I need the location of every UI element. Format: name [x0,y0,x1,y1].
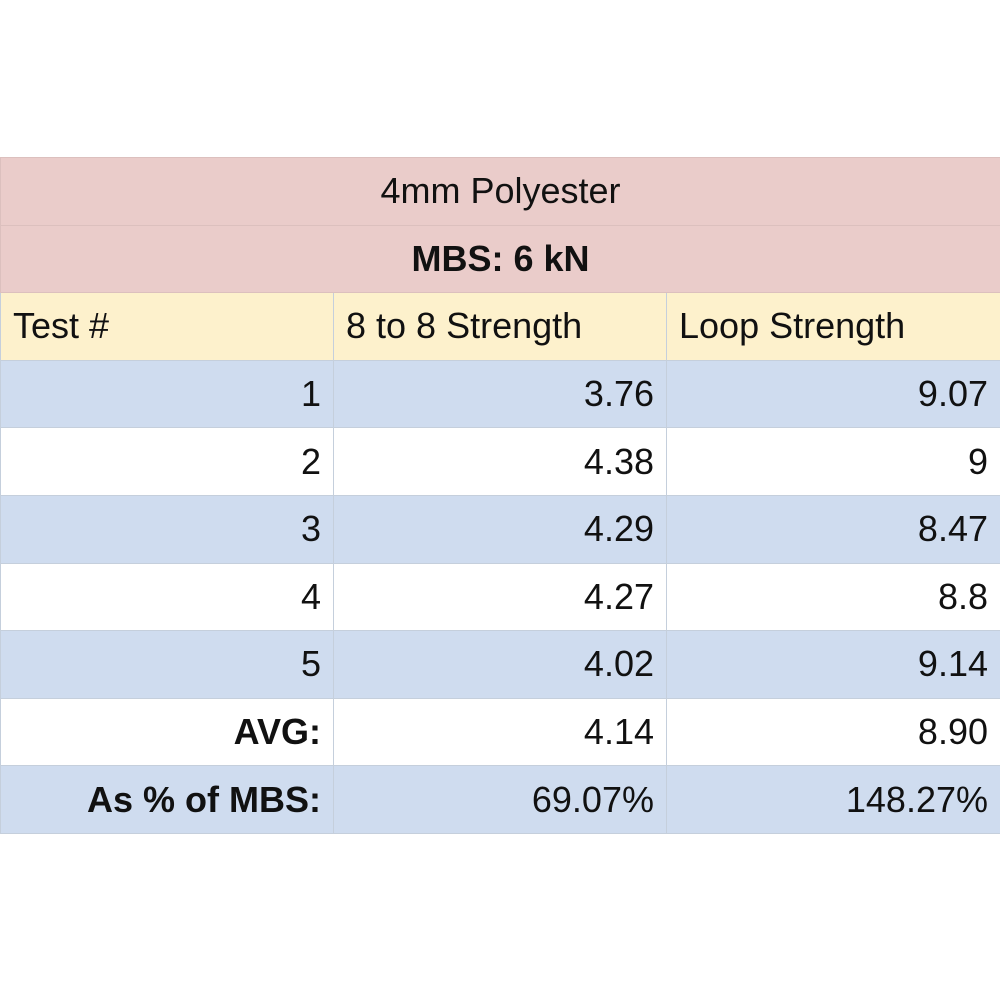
cell: 8.90 [666,697,1000,767]
cell: 9 [666,427,1000,496]
table-subtitle: MBS: 6 kN [0,224,1000,294]
data-row: 1 3.76 9.07 [0,359,1000,429]
cell: 69.07% [333,765,667,834]
cell: 3.76 [333,359,667,429]
cell: 1 [0,359,334,429]
data-row: 2 4.38 9 [0,427,1000,496]
cell: 4.38 [333,427,667,496]
data-row: 5 4.02 9.14 [0,630,1000,699]
cell: Test # [0,292,334,361]
cell: 5 [0,630,334,699]
data-row: 4 4.27 8.8 [0,562,1000,632]
cell: 8.8 [666,562,1000,632]
cell: 4 [0,562,334,632]
cell: 4.02 [333,630,667,699]
cell: 4.14 [333,697,667,767]
cell: 9.14 [666,630,1000,699]
cell: 8.47 [666,494,1000,564]
table-body: 4mm Polyester MBS: 6 kN Test #8 to 8 Str… [0,157,1000,834]
cell: Loop Strength [666,292,1000,361]
table-title: 4mm Polyester [0,157,1000,226]
results-table: 4mm Polyester MBS: 6 kN Test #8 to 8 Str… [0,157,1000,834]
cell: As % of MBS: [0,765,334,834]
cell: 148.27% [666,765,1000,834]
data-row: 3 4.29 8.47 [0,494,1000,564]
cell: 4.27 [333,562,667,632]
cell: 8 to 8 Strength [333,292,667,361]
title-row: 4mm Polyester [0,157,1000,226]
summary-row: AVG: 4.14 8.90 [0,697,1000,767]
summary-row: As % of MBS: 69.07% 148.27% [0,765,1000,834]
cell: 2 [0,427,334,496]
cell: 3 [0,494,334,564]
cell: 9.07 [666,359,1000,429]
header-row: Test #8 to 8 Strength Loop Strength [0,292,1000,361]
cell: 4.29 [333,494,667,564]
cell: AVG: [0,697,334,767]
subtitle-row: MBS: 6 kN [0,224,1000,294]
